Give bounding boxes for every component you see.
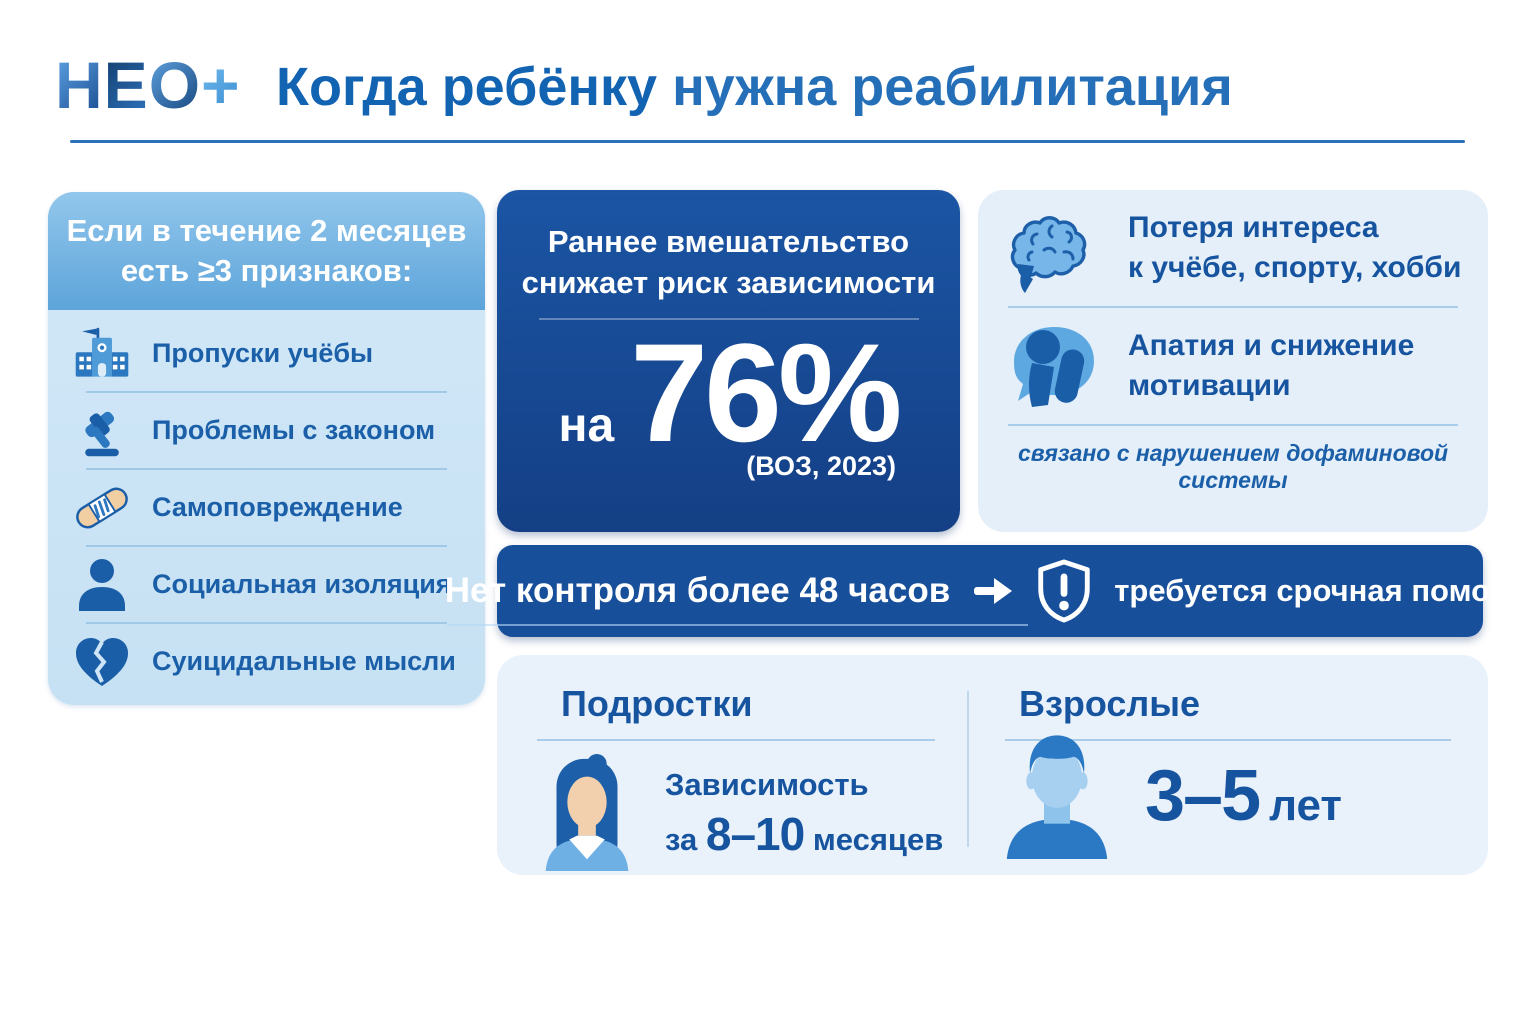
symptom-line1: Апатия и снижение bbox=[1128, 329, 1415, 363]
adults-value-suffix: лет bbox=[1269, 780, 1342, 830]
page-title-primary: Когда ребёнку bbox=[276, 57, 658, 117]
criteria-list: Пропуски учёбы Проблемы с законом bbox=[48, 310, 485, 699]
stat-value: 76% bbox=[630, 313, 902, 471]
header-divider bbox=[70, 140, 1465, 143]
criteria-item-label: Самоповреждение bbox=[152, 492, 403, 522]
broken-heart-icon bbox=[72, 636, 132, 688]
page-title-secondary: нужна реабилитация bbox=[657, 57, 1233, 117]
stat-heading-line2: снижает риск зависимости bbox=[521, 264, 936, 300]
teens-line1: Зависимость bbox=[665, 766, 869, 802]
criteria-panel: Если в течение 2 месяцев есть ≥3 признак… bbox=[48, 192, 485, 705]
list-divider bbox=[1008, 306, 1458, 308]
brain-icon bbox=[1004, 202, 1104, 294]
bandage-icon bbox=[72, 481, 132, 535]
criteria-heading-line2: есть ≥3 признаков: bbox=[120, 253, 413, 288]
stat-heading-line1: Раннее вмешательство bbox=[547, 224, 910, 259]
symptom-line2: мотивации bbox=[1128, 369, 1291, 402]
adults-column: Взрослые 3–5 лет bbox=[969, 655, 1488, 875]
symptom-item-apathy: Апатия и снижение мотивации bbox=[978, 308, 1488, 424]
stat-heading: Раннее вмешательство снижает риск зависи… bbox=[497, 222, 960, 304]
criteria-item-truancy: Пропуски учёбы bbox=[48, 316, 485, 391]
arrow-right-icon bbox=[972, 576, 1014, 606]
teens-content: Зависимость за 8–10 месяцев bbox=[531, 751, 943, 876]
adults-title: Взрослые bbox=[1019, 683, 1201, 724]
symptom-item-text: Потеря интереса к учёбе, спорту, хобби bbox=[1128, 208, 1461, 287]
teens-title: Подростки bbox=[561, 683, 753, 724]
logo-plus-icon: + bbox=[201, 48, 241, 122]
symptoms-panel: Потеря интереса к учёбе, спорту, хобби А… bbox=[978, 190, 1488, 532]
criteria-item-label: Социальная изоляция bbox=[152, 569, 452, 599]
alert-action: требуется срочная помощь bbox=[1114, 573, 1536, 608]
criteria-item-isolation: Социальная изоляция bbox=[48, 547, 485, 622]
logo-letter: Е bbox=[103, 48, 149, 122]
school-icon bbox=[72, 325, 132, 383]
adult-avatar bbox=[995, 727, 1119, 864]
adults-underline bbox=[1005, 739, 1451, 741]
symptom-item-text: Апатия и снижение мотивации bbox=[1128, 326, 1414, 405]
logo-letter: Н bbox=[55, 48, 104, 122]
criteria-item-selfharm: Самоповреждение bbox=[48, 470, 485, 545]
timeline-panel: Подростки Зависимость за 8–10 месяцев bbox=[497, 655, 1488, 875]
teens-text: Зависимость за 8–10 месяцев bbox=[665, 767, 943, 861]
stat-divider bbox=[538, 317, 919, 320]
criteria-item-law: Проблемы с законом bbox=[48, 393, 485, 468]
adults-value: 3–5 bbox=[1145, 755, 1261, 836]
criteria-panel-heading: Если в течение 2 месяцев есть ≥3 признак… bbox=[48, 192, 485, 310]
teens-line2: за 8–10 месяцев bbox=[665, 807, 943, 861]
alert-condition: Нет контроля более 48 часов bbox=[444, 571, 1029, 626]
teens-value-suffix: месяцев bbox=[804, 821, 944, 857]
shield-exclamation-icon bbox=[1036, 559, 1092, 623]
symptom-line1: Потеря интереса bbox=[1128, 211, 1379, 245]
list-divider bbox=[86, 468, 447, 470]
teens-underline bbox=[537, 739, 935, 741]
teens-column: Подростки Зависимость за 8–10 месяцев bbox=[497, 655, 967, 875]
stat-figure: на 76% bbox=[497, 313, 960, 471]
criteria-item-label: Суицидальные мысли bbox=[152, 646, 456, 676]
list-divider bbox=[86, 545, 447, 547]
apathy-icon bbox=[1004, 319, 1104, 413]
adults-text: 3–5 лет bbox=[1145, 755, 1342, 837]
criteria-item-label: Пропуски учёбы bbox=[152, 338, 374, 368]
teen-avatar bbox=[531, 751, 643, 876]
stat-source: (ВОЗ, 2023) bbox=[746, 450, 896, 481]
neo-plus-logo: НЕО+ bbox=[55, 52, 241, 118]
list-divider bbox=[1008, 424, 1458, 426]
list-divider bbox=[86, 391, 447, 393]
symptom-item-interest: Потеря интереса к учёбе, спорту, хобби bbox=[978, 190, 1488, 306]
symptom-line2: к учёбе, спорту, хобби bbox=[1128, 251, 1462, 284]
criteria-item-label: Проблемы с законом bbox=[152, 415, 436, 445]
criteria-item-suicidal: Суицидальные мысли bbox=[48, 624, 485, 699]
stat-value-prefix: на bbox=[558, 398, 615, 452]
gavel-icon bbox=[72, 403, 132, 459]
teens-value-prefix: за bbox=[665, 821, 706, 857]
symptoms-footnote: связано с нарушением дофаминовой системы bbox=[1017, 440, 1449, 493]
list-divider bbox=[86, 622, 447, 624]
teens-value: 8–10 bbox=[705, 807, 805, 860]
adults-content: 3–5 лет bbox=[995, 727, 1342, 864]
person-icon bbox=[72, 557, 132, 613]
criteria-heading-line1: Если в течение 2 месяцев bbox=[66, 212, 467, 248]
page-title: Когда ребёнку нужна реабилитация bbox=[276, 57, 1233, 117]
alert-bar: Нет контроля более 48 часов требуется ср… bbox=[445, 545, 1535, 637]
stat-card: Раннее вмешательство снижает риск зависи… bbox=[497, 190, 960, 532]
column-divider bbox=[967, 691, 969, 847]
logo-letter: О bbox=[148, 48, 202, 122]
